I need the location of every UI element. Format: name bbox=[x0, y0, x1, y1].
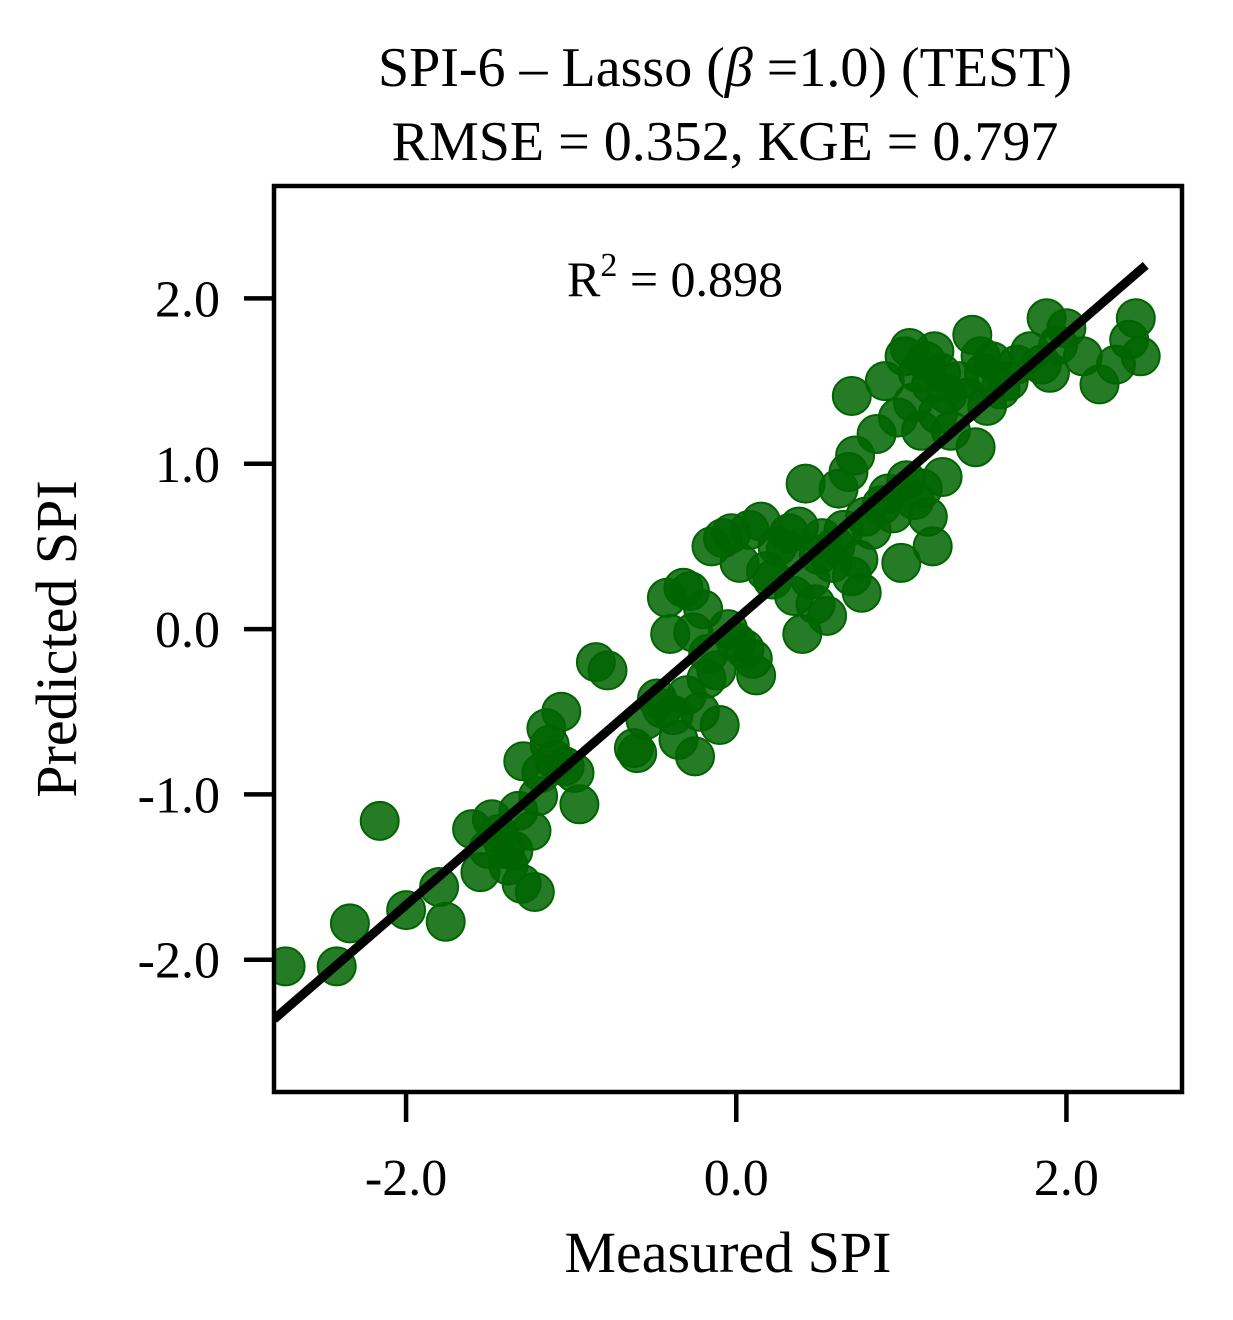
chart-title-line-1: SPI-6 – Lasso (β =1.0) (TEST) bbox=[378, 37, 1072, 99]
data-point bbox=[1115, 298, 1156, 339]
data-point bbox=[699, 705, 740, 745]
chart-title-line-2: RMSE = 0.352, KGE = 0.797 bbox=[392, 111, 1059, 173]
data-point bbox=[541, 691, 582, 732]
data-point bbox=[511, 810, 552, 851]
y-tick-label: -2.0 bbox=[138, 933, 220, 990]
y-axis-label: Predicted SPI bbox=[24, 480, 89, 797]
data-point bbox=[359, 800, 400, 841]
regression-line bbox=[274, 261, 1149, 1023]
plot-frame bbox=[271, 183, 1185, 1095]
data-point bbox=[514, 872, 555, 912]
data-point bbox=[587, 650, 628, 691]
x-tick-label: 2.0 bbox=[1034, 1150, 1099, 1207]
y-tick-label: 1.0 bbox=[155, 437, 220, 494]
data-point bbox=[922, 457, 963, 497]
data-point bbox=[841, 572, 882, 613]
data-point bbox=[955, 427, 996, 468]
y-axis-ticks: -2.0 -1.0 0.0 1.0 2.0 bbox=[138, 271, 274, 990]
data-point bbox=[1120, 336, 1161, 377]
y-tick-label: -1.0 bbox=[138, 767, 220, 824]
x-tick-label: 0.0 bbox=[704, 1150, 769, 1207]
data-point bbox=[831, 376, 872, 416]
r-squared-annotation: R2 = 0.898 bbox=[567, 247, 783, 307]
data-point bbox=[329, 903, 370, 944]
x-axis-ticks: -2.0 0.0 2.0 bbox=[365, 1092, 1099, 1207]
data-point bbox=[881, 542, 922, 583]
x-tick-label: -2.0 bbox=[365, 1150, 447, 1207]
y-tick-label: 2.0 bbox=[155, 271, 220, 328]
data-point bbox=[274, 946, 306, 987]
data-point bbox=[807, 595, 848, 636]
data-point bbox=[912, 526, 953, 567]
data-point bbox=[425, 901, 466, 942]
x-axis-label: Measured SPI bbox=[564, 1220, 891, 1285]
y-tick-label: 0.0 bbox=[155, 602, 220, 659]
data-point bbox=[617, 733, 658, 774]
data-point bbox=[736, 655, 777, 696]
data-point bbox=[675, 736, 715, 777]
data-point bbox=[785, 463, 826, 504]
data-point bbox=[696, 650, 737, 691]
data-point bbox=[559, 784, 600, 825]
